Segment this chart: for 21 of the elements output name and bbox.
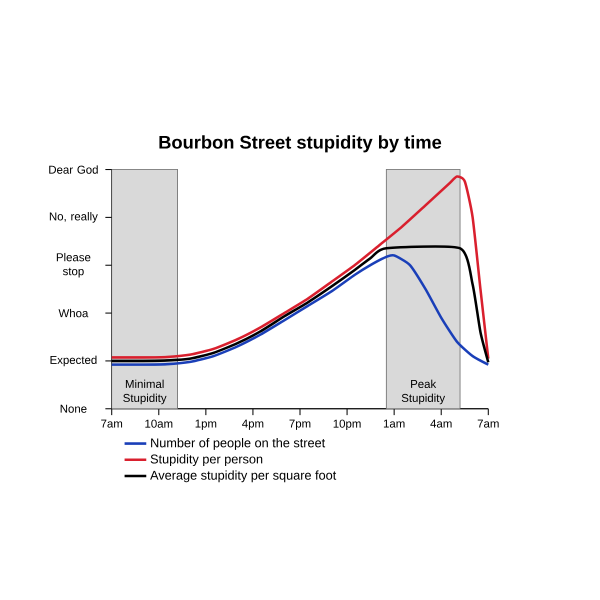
text: Expected [50,356,96,366]
chart-title: Bourbon Street stupidity by time [159,135,442,152]
x-tick-label: 10pm [334,420,361,430]
band-label: Minimal Stupidity [123,380,167,404]
legend-label: Average stupidity per square foot [150,470,336,482]
text: Please stop [56,252,90,278]
x-tick-label: 7am [101,420,122,428]
band-label: Peak Stupidity [402,380,446,404]
legend-label: Number of people on the street [151,438,326,450]
text: None [60,404,87,413]
text: Whoa [58,308,88,318]
x-tick-label: 10am [145,420,172,428]
x-tick-label: 1pm [196,420,216,430]
x-tick-label: 7pm [289,420,310,430]
x-tick-label: 1am [384,420,405,428]
text: Dear God [49,165,98,174]
x-tick-label: 7am [478,420,499,428]
x-tick-label: 4am [430,420,452,428]
legend-label: Stupidity per person [150,454,262,466]
text: No, really [50,212,98,223]
x-tick-label: 4pm [242,420,264,430]
